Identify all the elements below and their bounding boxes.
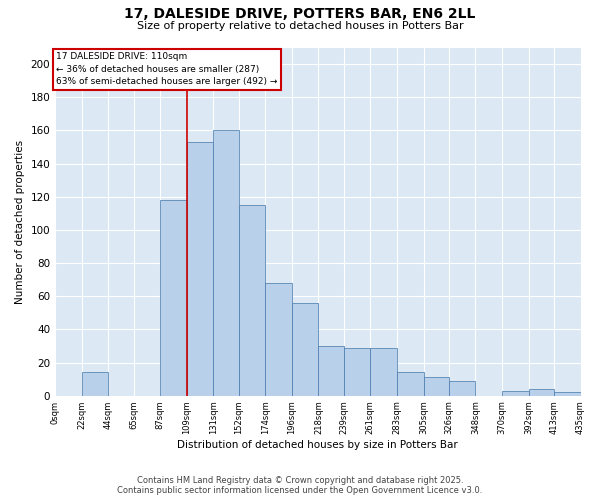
- Bar: [344, 348, 370, 396]
- Text: 17 DALESIDE DRIVE: 110sqm
← 36% of detached houses are smaller (287)
63% of semi: 17 DALESIDE DRIVE: 110sqm ← 36% of detac…: [56, 52, 278, 86]
- Bar: [424, 378, 449, 396]
- Bar: [449, 381, 475, 396]
- Bar: [529, 389, 554, 396]
- Bar: [319, 346, 344, 396]
- Bar: [292, 303, 319, 396]
- Bar: [397, 372, 424, 396]
- Bar: [187, 142, 214, 396]
- Bar: [554, 392, 581, 396]
- Text: Size of property relative to detached houses in Potters Bar: Size of property relative to detached ho…: [137, 21, 463, 31]
- Bar: [265, 283, 292, 396]
- Text: 17, DALESIDE DRIVE, POTTERS BAR, EN6 2LL: 17, DALESIDE DRIVE, POTTERS BAR, EN6 2LL: [124, 8, 476, 22]
- Bar: [239, 205, 265, 396]
- Bar: [370, 348, 397, 396]
- Bar: [82, 372, 109, 396]
- Text: Contains HM Land Registry data © Crown copyright and database right 2025.
Contai: Contains HM Land Registry data © Crown c…: [118, 476, 482, 495]
- Bar: [160, 200, 187, 396]
- X-axis label: Distribution of detached houses by size in Potters Bar: Distribution of detached houses by size …: [178, 440, 458, 450]
- Y-axis label: Number of detached properties: Number of detached properties: [15, 140, 25, 304]
- Bar: [214, 130, 239, 396]
- Bar: [502, 390, 529, 396]
